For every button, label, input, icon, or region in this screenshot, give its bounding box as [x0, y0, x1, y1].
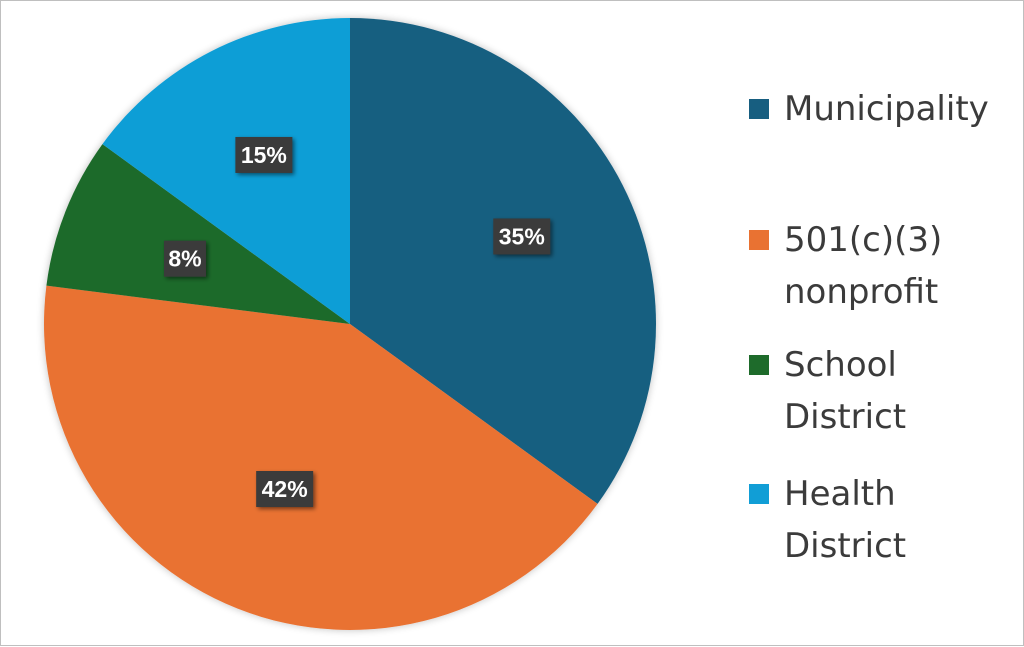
legend-item-municipality: Municipality — [749, 83, 1014, 135]
data-label: 35% — [493, 218, 551, 255]
legend-swatch — [749, 484, 769, 504]
data-label-box — [163, 240, 206, 277]
data-label-text: 42% — [262, 476, 308, 502]
legend-item-school-district: School District — [749, 339, 1014, 443]
data-label-box — [235, 136, 293, 173]
pie-slice-municipality — [350, 18, 656, 504]
legend-label: Health District — [784, 474, 907, 566]
legend-label: School District — [784, 345, 907, 437]
data-label-text: 15% — [241, 142, 287, 168]
data-label: 8% — [163, 240, 206, 277]
legend-item-health-district: Health District — [749, 468, 1014, 572]
pie-slice-school-district — [46, 144, 350, 324]
legend-label: 501(c)(3) nonprofit — [784, 220, 943, 312]
legend-label: Municipality — [784, 89, 989, 129]
legend-swatch — [749, 99, 769, 119]
data-label-text: 8% — [168, 246, 201, 272]
pie-slice-501-c-3-nonprofit — [44, 285, 598, 630]
pie-slice-health-district — [102, 18, 350, 324]
data-label: 15% — [235, 136, 293, 173]
data-label-text: 35% — [499, 223, 545, 249]
legend-swatch — [749, 355, 769, 375]
data-label: 42% — [256, 471, 314, 508]
legend-swatch — [749, 230, 769, 250]
legend-item-nonprofit: 501(c)(3) nonprofit — [749, 214, 1014, 318]
data-label-box — [493, 218, 551, 255]
data-label-box — [256, 471, 314, 508]
